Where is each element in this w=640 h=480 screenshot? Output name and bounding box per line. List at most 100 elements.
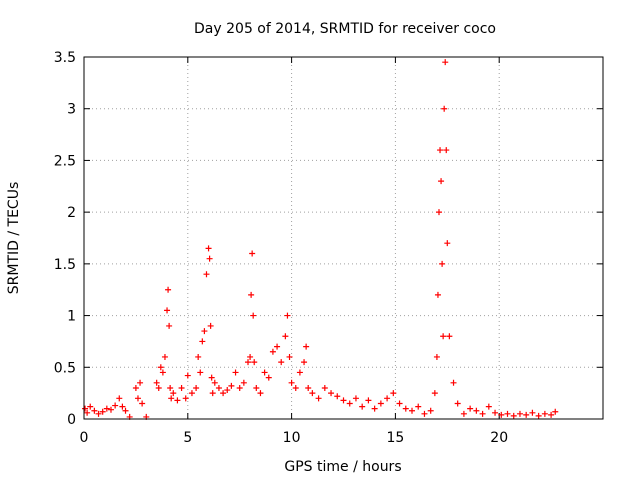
y-tick-label: 3 bbox=[67, 102, 76, 118]
data-point bbox=[292, 384, 299, 391]
data-point bbox=[153, 379, 160, 386]
data-point bbox=[467, 405, 474, 412]
chart-title: Day 205 of 2014, SRMTID for receiver coc… bbox=[194, 21, 496, 37]
data-point bbox=[178, 384, 185, 391]
data-point bbox=[265, 374, 272, 381]
y-tick-label: 1 bbox=[67, 309, 76, 325]
data-point bbox=[197, 369, 204, 376]
data-point bbox=[516, 410, 523, 417]
data-point bbox=[201, 328, 208, 335]
data-point bbox=[498, 411, 505, 418]
data-point bbox=[303, 343, 310, 350]
data-point bbox=[116, 395, 123, 402]
data-point bbox=[529, 409, 536, 416]
data-point bbox=[371, 405, 378, 412]
data-point bbox=[208, 374, 215, 381]
grid bbox=[84, 57, 603, 419]
data-point bbox=[132, 384, 139, 391]
data-point bbox=[249, 250, 256, 257]
data-point bbox=[415, 403, 422, 410]
data-point bbox=[157, 364, 164, 371]
data-point bbox=[282, 333, 289, 340]
y-tick-label: 3.5 bbox=[54, 50, 76, 66]
data-point bbox=[184, 372, 191, 379]
data-point bbox=[211, 379, 218, 386]
data-point bbox=[112, 402, 119, 409]
data-point bbox=[195, 353, 202, 360]
y-tick-label: 2 bbox=[67, 205, 76, 221]
data-point bbox=[87, 403, 94, 410]
data-point bbox=[240, 379, 247, 386]
data-point bbox=[439, 260, 446, 267]
data-point bbox=[174, 397, 181, 404]
data-point bbox=[193, 384, 200, 391]
data-point bbox=[296, 369, 303, 376]
data-point bbox=[103, 405, 110, 412]
data-point bbox=[421, 410, 428, 417]
data-point bbox=[170, 390, 177, 397]
data-point bbox=[479, 410, 486, 417]
data-point bbox=[535, 412, 542, 419]
data-point bbox=[274, 343, 281, 350]
data-point bbox=[155, 384, 162, 391]
data-point bbox=[207, 322, 214, 329]
data-point bbox=[188, 390, 195, 397]
data-point bbox=[95, 410, 102, 417]
data-point bbox=[409, 407, 416, 414]
data-point bbox=[161, 353, 168, 360]
data-point bbox=[286, 353, 293, 360]
data-point bbox=[167, 384, 174, 391]
data-point bbox=[523, 411, 530, 418]
data-point bbox=[446, 333, 453, 340]
data-point bbox=[228, 382, 235, 389]
x-tick-label: 0 bbox=[80, 430, 89, 446]
y-axis-label: SRMTID / TECUs bbox=[6, 182, 22, 295]
data-point bbox=[251, 359, 258, 366]
data-point bbox=[352, 395, 359, 402]
data-point bbox=[359, 403, 366, 410]
data-point bbox=[182, 395, 189, 402]
data-point bbox=[377, 400, 384, 407]
data-point bbox=[253, 384, 260, 391]
data-point bbox=[164, 307, 171, 314]
data-point bbox=[321, 384, 328, 391]
data-point bbox=[552, 408, 559, 415]
data-point bbox=[278, 359, 285, 366]
data-point bbox=[84, 409, 91, 416]
data-point bbox=[165, 286, 172, 293]
data-point bbox=[485, 403, 492, 410]
data-point bbox=[390, 390, 397, 397]
data-point bbox=[220, 390, 227, 397]
data-point bbox=[205, 245, 212, 252]
data-point bbox=[236, 384, 243, 391]
data-point bbox=[168, 395, 175, 402]
data-point bbox=[206, 255, 213, 262]
data-point bbox=[402, 405, 409, 412]
data-point bbox=[91, 407, 98, 414]
data-point bbox=[122, 407, 129, 414]
data-point bbox=[284, 312, 291, 319]
data-point bbox=[365, 397, 372, 404]
x-axis-label: GPS time / hours bbox=[284, 459, 401, 475]
data-point bbox=[305, 384, 312, 391]
data-point bbox=[441, 105, 448, 112]
data-point bbox=[450, 379, 457, 386]
data-point bbox=[440, 333, 447, 340]
data-point bbox=[199, 338, 206, 345]
y-tick-label: 0 bbox=[67, 412, 76, 428]
y-tick-label: 0.5 bbox=[54, 360, 76, 376]
data-point bbox=[334, 393, 341, 400]
x-tick-label: 5 bbox=[183, 430, 192, 446]
data-points bbox=[82, 59, 559, 420]
data-point bbox=[427, 407, 434, 414]
data-point bbox=[245, 359, 252, 366]
x-tick-label: 15 bbox=[386, 430, 404, 446]
data-point bbox=[82, 405, 89, 412]
data-point bbox=[301, 359, 308, 366]
data-point bbox=[269, 348, 276, 355]
data-point bbox=[224, 387, 231, 394]
data-point bbox=[454, 400, 461, 407]
data-point bbox=[548, 411, 555, 418]
data-point bbox=[257, 390, 264, 397]
data-point bbox=[460, 410, 467, 417]
